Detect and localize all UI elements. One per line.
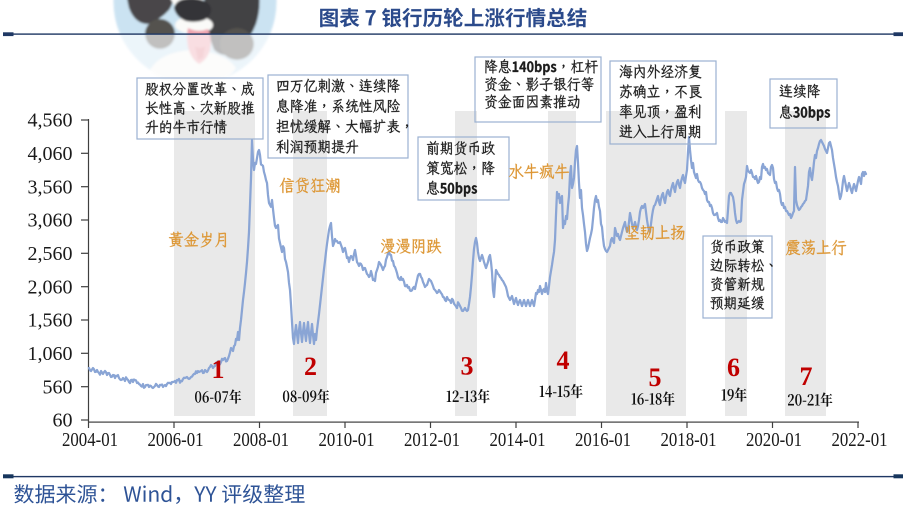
svg-text:2: 2 [304, 352, 317, 381]
svg-text:60: 60 [53, 410, 73, 432]
svg-text:2012-01: 2012-01 [404, 430, 460, 451]
svg-text:4,560: 4,560 [28, 110, 73, 132]
svg-text:2006-01: 2006-01 [148, 430, 204, 451]
svg-text:6: 6 [727, 353, 740, 382]
svg-text:2018-01: 2018-01 [661, 430, 717, 451]
svg-text:2010-01: 2010-01 [319, 430, 375, 451]
svg-text:3,560: 3,560 [28, 176, 73, 198]
svg-text:5: 5 [649, 363, 662, 392]
svg-text:2008-01: 2008-01 [233, 430, 289, 451]
svg-text:560: 560 [43, 376, 73, 398]
svg-text:2014-01: 2014-01 [490, 430, 546, 451]
svg-text:2004-01: 2004-01 [62, 430, 118, 451]
svg-text:4: 4 [557, 346, 570, 375]
svg-text:2,560: 2,560 [28, 243, 73, 265]
svg-text:1,060: 1,060 [28, 343, 73, 365]
svg-text:2,060: 2,060 [28, 276, 73, 298]
svg-text:2020-01: 2020-01 [746, 430, 802, 451]
svg-text:4,060: 4,060 [28, 143, 73, 165]
svg-text:7: 7 [800, 362, 813, 391]
svg-text:2022-01: 2022-01 [832, 430, 888, 451]
svg-text:1,560: 1,560 [28, 310, 73, 332]
svg-text:2016-01: 2016-01 [575, 430, 631, 451]
svg-text:3,060: 3,060 [28, 210, 73, 232]
svg-text:3: 3 [461, 352, 474, 381]
svg-text:1: 1 [212, 355, 225, 384]
